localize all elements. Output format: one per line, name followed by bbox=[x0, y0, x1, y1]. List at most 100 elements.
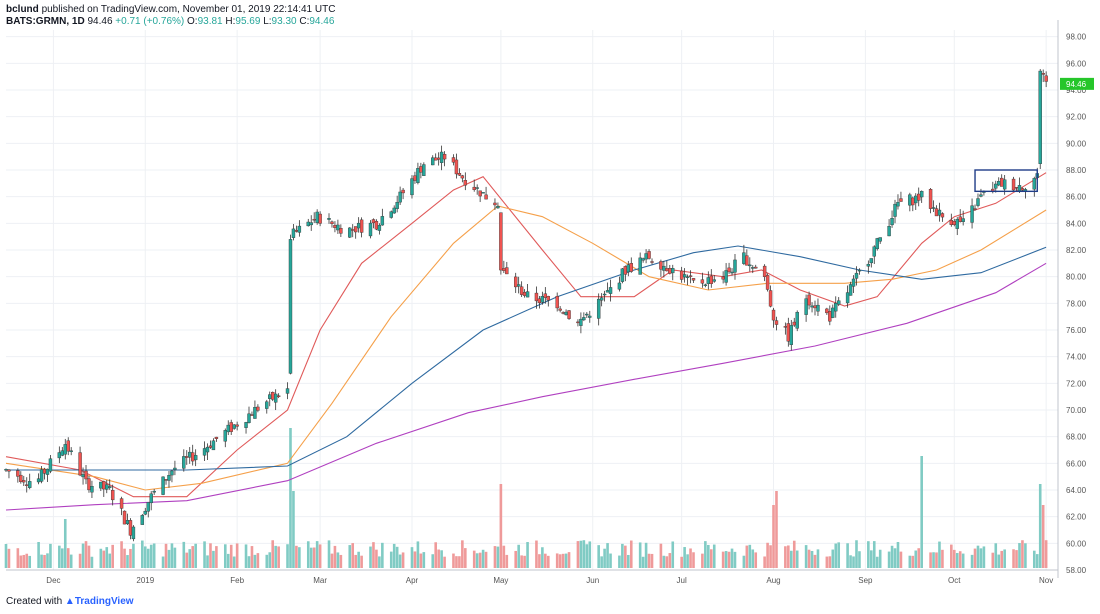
candle bbox=[1044, 75, 1048, 82]
candle bbox=[641, 258, 645, 261]
candle bbox=[460, 175, 465, 179]
candle bbox=[875, 238, 879, 250]
author-name[interactable]: bclund bbox=[6, 4, 39, 15]
candle bbox=[647, 251, 651, 259]
candle bbox=[928, 189, 933, 209]
candle bbox=[917, 193, 921, 201]
candle bbox=[28, 481, 32, 488]
volume-bar bbox=[271, 540, 275, 568]
candle bbox=[359, 219, 364, 233]
candle bbox=[629, 263, 633, 272]
candle bbox=[878, 237, 882, 242]
candle bbox=[620, 268, 625, 282]
volume-bar bbox=[336, 552, 340, 568]
volume-bar bbox=[61, 548, 64, 568]
candle bbox=[685, 276, 690, 278]
candle bbox=[110, 490, 115, 501]
volume-bar bbox=[226, 553, 230, 568]
volume-bar bbox=[712, 544, 716, 568]
price-tick-label: 68.00 bbox=[1066, 433, 1087, 442]
close-label: C: bbox=[299, 16, 310, 27]
volume-bar bbox=[564, 553, 568, 568]
tradingview-logo-icon[interactable]: ▲ bbox=[64, 596, 75, 607]
candle bbox=[193, 455, 198, 461]
time-tick-label: 2019 bbox=[136, 576, 154, 585]
candle bbox=[579, 318, 583, 326]
volume-bar bbox=[621, 543, 624, 568]
volume-bar bbox=[188, 549, 192, 568]
volume-bar bbox=[141, 540, 144, 568]
volume-bar bbox=[624, 545, 627, 568]
candle bbox=[291, 228, 296, 238]
candle bbox=[63, 444, 67, 455]
volume-bar bbox=[627, 554, 630, 568]
volume-bar bbox=[875, 556, 879, 568]
candle bbox=[493, 202, 497, 206]
volume-bar bbox=[683, 547, 686, 568]
volume-bar bbox=[555, 553, 559, 568]
volume-bar bbox=[455, 556, 458, 568]
volume-bar bbox=[268, 552, 272, 568]
volume-bar bbox=[203, 541, 206, 568]
moving-average-ma50 bbox=[5, 205, 1047, 491]
volume-bar bbox=[43, 554, 46, 568]
candle bbox=[472, 186, 476, 190]
time-tick-label: Oct bbox=[948, 576, 961, 585]
volume-bar bbox=[526, 542, 529, 568]
low-value: 93.30 bbox=[271, 16, 297, 27]
tradingview-brand[interactable]: TradingView bbox=[74, 596, 134, 607]
price-tick-label: 94.00 bbox=[1066, 86, 1087, 95]
volume-bar bbox=[517, 544, 520, 568]
candle bbox=[857, 269, 862, 272]
candle bbox=[789, 325, 793, 345]
volume-bar bbox=[917, 548, 921, 568]
candle bbox=[333, 225, 337, 228]
volume-bar bbox=[223, 544, 227, 568]
candle bbox=[546, 295, 550, 301]
volume-bar bbox=[638, 542, 642, 568]
volume-bar bbox=[7, 548, 11, 568]
volume-bar bbox=[472, 550, 476, 568]
volume-bar bbox=[546, 555, 550, 568]
volume-bar bbox=[523, 555, 526, 568]
volume-bar bbox=[727, 551, 731, 568]
candle bbox=[748, 264, 752, 267]
volume-bar bbox=[970, 554, 974, 568]
candle bbox=[558, 308, 562, 311]
volume-bar bbox=[434, 542, 437, 568]
volume-bar bbox=[315, 541, 319, 568]
candle bbox=[389, 211, 393, 218]
volume-bar bbox=[129, 548, 132, 568]
volume-bar bbox=[170, 543, 174, 568]
candle bbox=[825, 308, 829, 314]
candle bbox=[256, 406, 260, 411]
volume-bar bbox=[105, 547, 109, 568]
candle bbox=[39, 469, 44, 482]
volume-bar bbox=[896, 542, 900, 568]
volume-bar bbox=[890, 545, 894, 568]
volume-bar bbox=[887, 551, 891, 568]
open-label: O: bbox=[187, 16, 198, 27]
candle bbox=[733, 259, 737, 273]
price-tick-label: 66.00 bbox=[1066, 459, 1087, 468]
volume-bar bbox=[419, 553, 423, 568]
candle bbox=[999, 177, 1004, 187]
candle bbox=[567, 310, 571, 319]
candle bbox=[709, 275, 713, 284]
volume-bar bbox=[437, 549, 440, 568]
candle bbox=[232, 424, 236, 429]
volume-bar bbox=[1044, 540, 1048, 568]
last-price: 94.46 bbox=[87, 16, 113, 27]
time-tick-label: Jun bbox=[586, 576, 599, 585]
volume-bar bbox=[410, 547, 414, 568]
candle bbox=[102, 481, 106, 490]
open-value: 93.81 bbox=[197, 16, 223, 27]
candle bbox=[99, 481, 103, 489]
candle bbox=[229, 422, 233, 432]
volume-bar bbox=[164, 543, 168, 568]
volume-bar bbox=[701, 553, 704, 568]
volume-bar bbox=[475, 553, 479, 568]
volume-bar bbox=[1032, 550, 1036, 568]
volume-bar bbox=[351, 543, 355, 568]
